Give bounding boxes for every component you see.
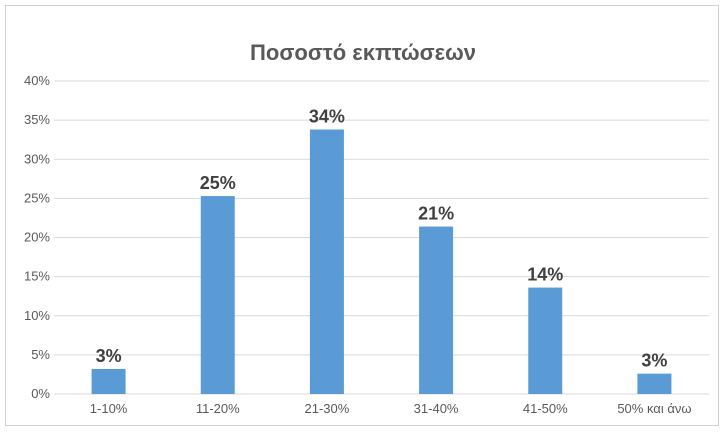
y-tick-label: 15% [24,269,50,284]
data-label: 25% [200,173,236,193]
bar [91,368,126,394]
y-tick-label: 10% [24,308,50,323]
data-label: 3% [641,351,667,371]
x-tick-label: 11-20% [196,401,240,416]
y-tick-label: 5% [31,347,50,362]
y-tick-label: 0% [31,386,50,401]
bar [200,196,235,394]
y-tick-label: 20% [24,230,50,245]
x-axis-tick-labels: 1-10% 11-20% 21-30% 31-40% 41-50% 50% και άνω [90,401,692,416]
x-tick-label: 21-30% [305,401,350,416]
data-label: 34% [309,107,345,127]
bar [419,226,454,394]
gridlines [54,80,709,395]
data-labels: 3% 25% 34% 21% 14% 3% [96,107,668,371]
data-label: 3% [96,346,122,366]
bars [91,129,672,394]
data-label: 14% [527,265,563,285]
y-axis-tick-labels: 0% 5% 10% 15% 20% 25% 30% 35% 40% [24,73,50,401]
bar [309,129,344,394]
x-tick-label: 50% και άνω [617,401,691,416]
x-tick-label: 1-10% [90,401,128,416]
y-tick-label: 25% [24,190,50,205]
data-label: 21% [418,204,454,224]
x-tick-label: 41-50% [523,401,568,416]
x-tick-label: 31-40% [414,401,459,416]
chart-title: Ποσοστό εκπτώσεων [250,40,476,65]
bar [528,287,563,394]
bar [637,373,672,394]
chart-frame: Ποσοστό εκπτώσεων [5,5,719,426]
y-tick-label: 35% [24,112,50,127]
y-tick-label: 40% [24,73,50,88]
y-tick-label: 30% [24,151,50,166]
